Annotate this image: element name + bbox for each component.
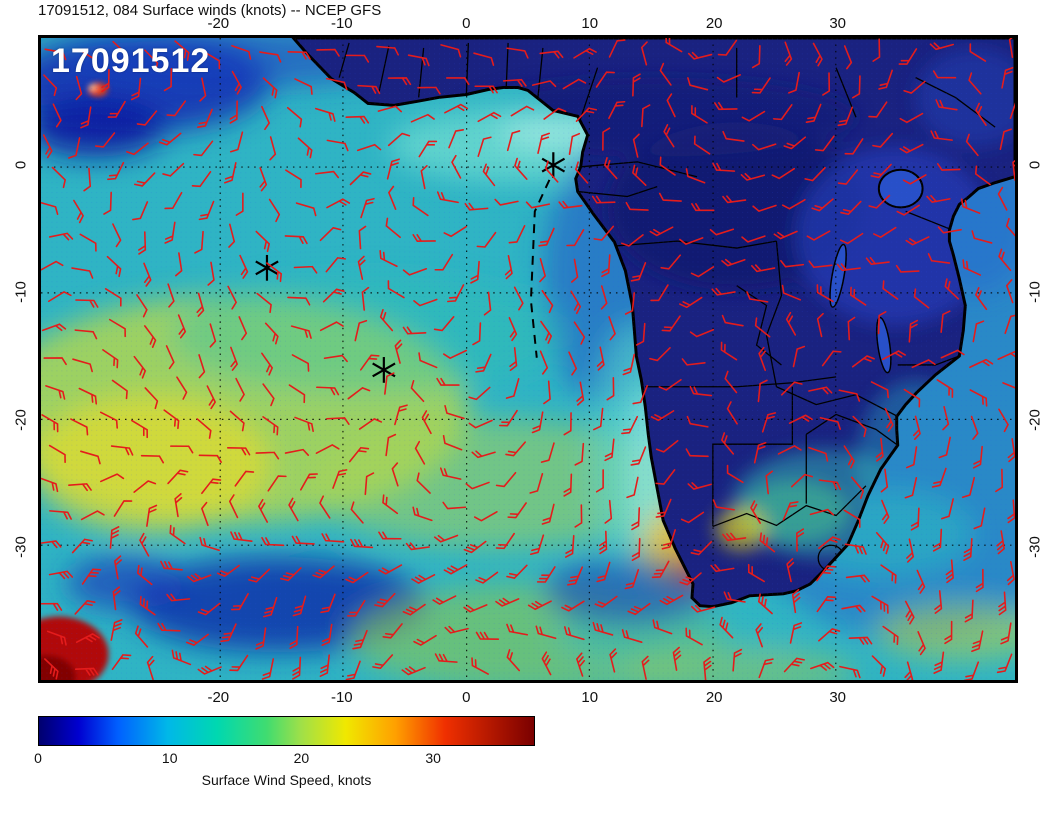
y-tick-label: -30 — [12, 536, 30, 558]
wind-map-svg — [41, 38, 1015, 680]
colorbar-tick-label: 20 — [293, 750, 310, 766]
x-tick-label: 10 — [581, 689, 599, 706]
x-tick-label: 20 — [705, 15, 723, 32]
map-area: 17091512 — [38, 35, 1018, 683]
wind-barbs-layer — [41, 38, 1015, 680]
y-tick-label: -30 — [1026, 536, 1044, 558]
storm-marker — [255, 254, 279, 281]
x-tick-label: 30 — [829, 15, 847, 32]
x-tick-label: -20 — [207, 689, 230, 706]
x-tick-label: 20 — [705, 689, 723, 706]
track-dashed-line — [529, 179, 551, 358]
x-tick-label: -10 — [330, 15, 353, 32]
x-tick-label: -10 — [330, 689, 353, 706]
colorbar — [38, 716, 535, 746]
x-tick-label: -20 — [207, 15, 230, 32]
y-tick-label: 0 — [1026, 161, 1044, 170]
y-tick-label: -20 — [12, 409, 30, 431]
x-tick-label: 30 — [829, 689, 847, 706]
y-axis-left: 0 -10 -20 -30 — [12, 35, 30, 683]
x-tick-label: 0 — [462, 15, 471, 32]
x-tick-label: 0 — [462, 689, 471, 706]
y-tick-label: -20 — [1026, 409, 1044, 431]
colorbar-tick-label: 10 — [161, 750, 178, 766]
colorbar-tick-label: 30 — [425, 750, 441, 766]
y-tick-label: -10 — [12, 281, 30, 304]
colorbar-label: Surface Wind Speed, knots — [201, 772, 372, 788]
y-axis-right: 0 -10 -20 -30 — [1026, 35, 1044, 683]
x-axis-top: -20 -10 0 10 20 30 — [38, 15, 1018, 33]
page-title: 17091512, 084 Surface winds (knots) -- N… — [38, 2, 382, 19]
x-axis-bottom: -20 -10 0 10 20 30 — [38, 689, 1018, 707]
run-timestamp: 17091512 — [51, 42, 211, 80]
y-tick-label: -10 — [1026, 281, 1044, 304]
colorbar-ticks: 0 10 20 30 — [34, 750, 535, 768]
colorbar-tick-label: 0 — [34, 750, 42, 766]
y-tick-label: 0 — [12, 161, 30, 170]
x-tick-label: 10 — [581, 15, 599, 32]
